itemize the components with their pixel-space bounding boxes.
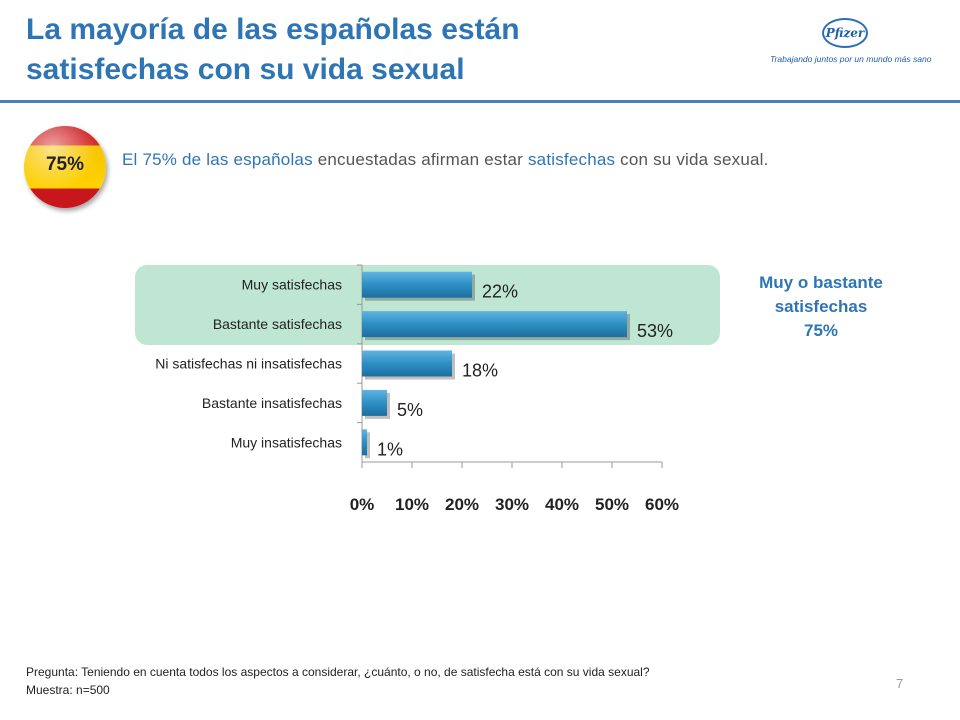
- footer-question: Pregunta: Teniendo en cuenta todos los a…: [26, 665, 650, 679]
- logo-word: Pfizer: [825, 26, 865, 40]
- data-label: 18%: [462, 361, 498, 381]
- side-note-line-3: 75%: [803, 321, 839, 340]
- side-note-line-1: Muy o bastante: [759, 273, 883, 292]
- category-label: Muy satisfechas: [242, 277, 342, 293]
- data-label: 5%: [397, 400, 423, 420]
- bar: [362, 429, 367, 456]
- x-tick-label: 0%: [350, 495, 375, 514]
- x-tick-label: 60%: [645, 495, 679, 514]
- category-label: Ni satisfechas ni insatisfechas: [155, 356, 342, 372]
- x-tick-label: 30%: [495, 495, 529, 514]
- page-number: 7: [896, 676, 904, 691]
- pfizer-logo-icon: Pfizer: [822, 18, 868, 48]
- header-divider: [0, 100, 960, 103]
- category-label: Muy insatisfechas: [231, 434, 342, 450]
- side-note: Muy o bastante satisfechas 75%: [728, 271, 914, 343]
- bar: [362, 311, 627, 338]
- x-tick-label: 40%: [545, 495, 579, 514]
- data-label: 22%: [482, 282, 518, 302]
- category-label: Bastante satisfechas: [213, 316, 342, 332]
- bar: [362, 350, 452, 377]
- page-title: La mayoría de las españolas están satisf…: [26, 10, 666, 90]
- x-tick-label: 10%: [395, 495, 429, 514]
- spain-flag-icon: 75%: [24, 126, 106, 208]
- footer-notes: Pregunta: Teniendo en cuenta todos los a…: [26, 663, 650, 699]
- bar: [362, 271, 472, 298]
- category-label: Bastante insatisfechas: [202, 395, 342, 411]
- badge-value: 75%: [45, 154, 85, 175]
- pfizer-logo: Pfizer Trabajando juntos por un mundo má…: [770, 18, 932, 68]
- x-tick-label: 50%: [595, 495, 629, 514]
- footer-sample: Muestra: n=500: [26, 683, 110, 697]
- headline-text: El 75% de las españolas encuestadas afir…: [122, 150, 769, 170]
- headline-part-3: satisfechas: [527, 150, 616, 169]
- title-line-2: satisfechas con su vida sexual: [26, 53, 465, 86]
- headline-part-2: encuestadas afirman estar: [312, 150, 528, 169]
- bar-shadow: [365, 432, 370, 459]
- x-tick-label: 20%: [445, 495, 479, 514]
- bar: [362, 389, 387, 416]
- headline-part-4: con su vida sexual.: [615, 150, 769, 169]
- logo-tagline: Trabajando juntos por un mundo más sano: [770, 54, 932, 64]
- title-line-1: La mayoría de las españolas están: [26, 13, 520, 46]
- side-note-line-2: satisfechas: [774, 297, 868, 316]
- data-label: 1%: [377, 439, 403, 459]
- headline-part-1: El 75% de las españolas: [122, 150, 313, 169]
- data-label: 53%: [637, 321, 673, 341]
